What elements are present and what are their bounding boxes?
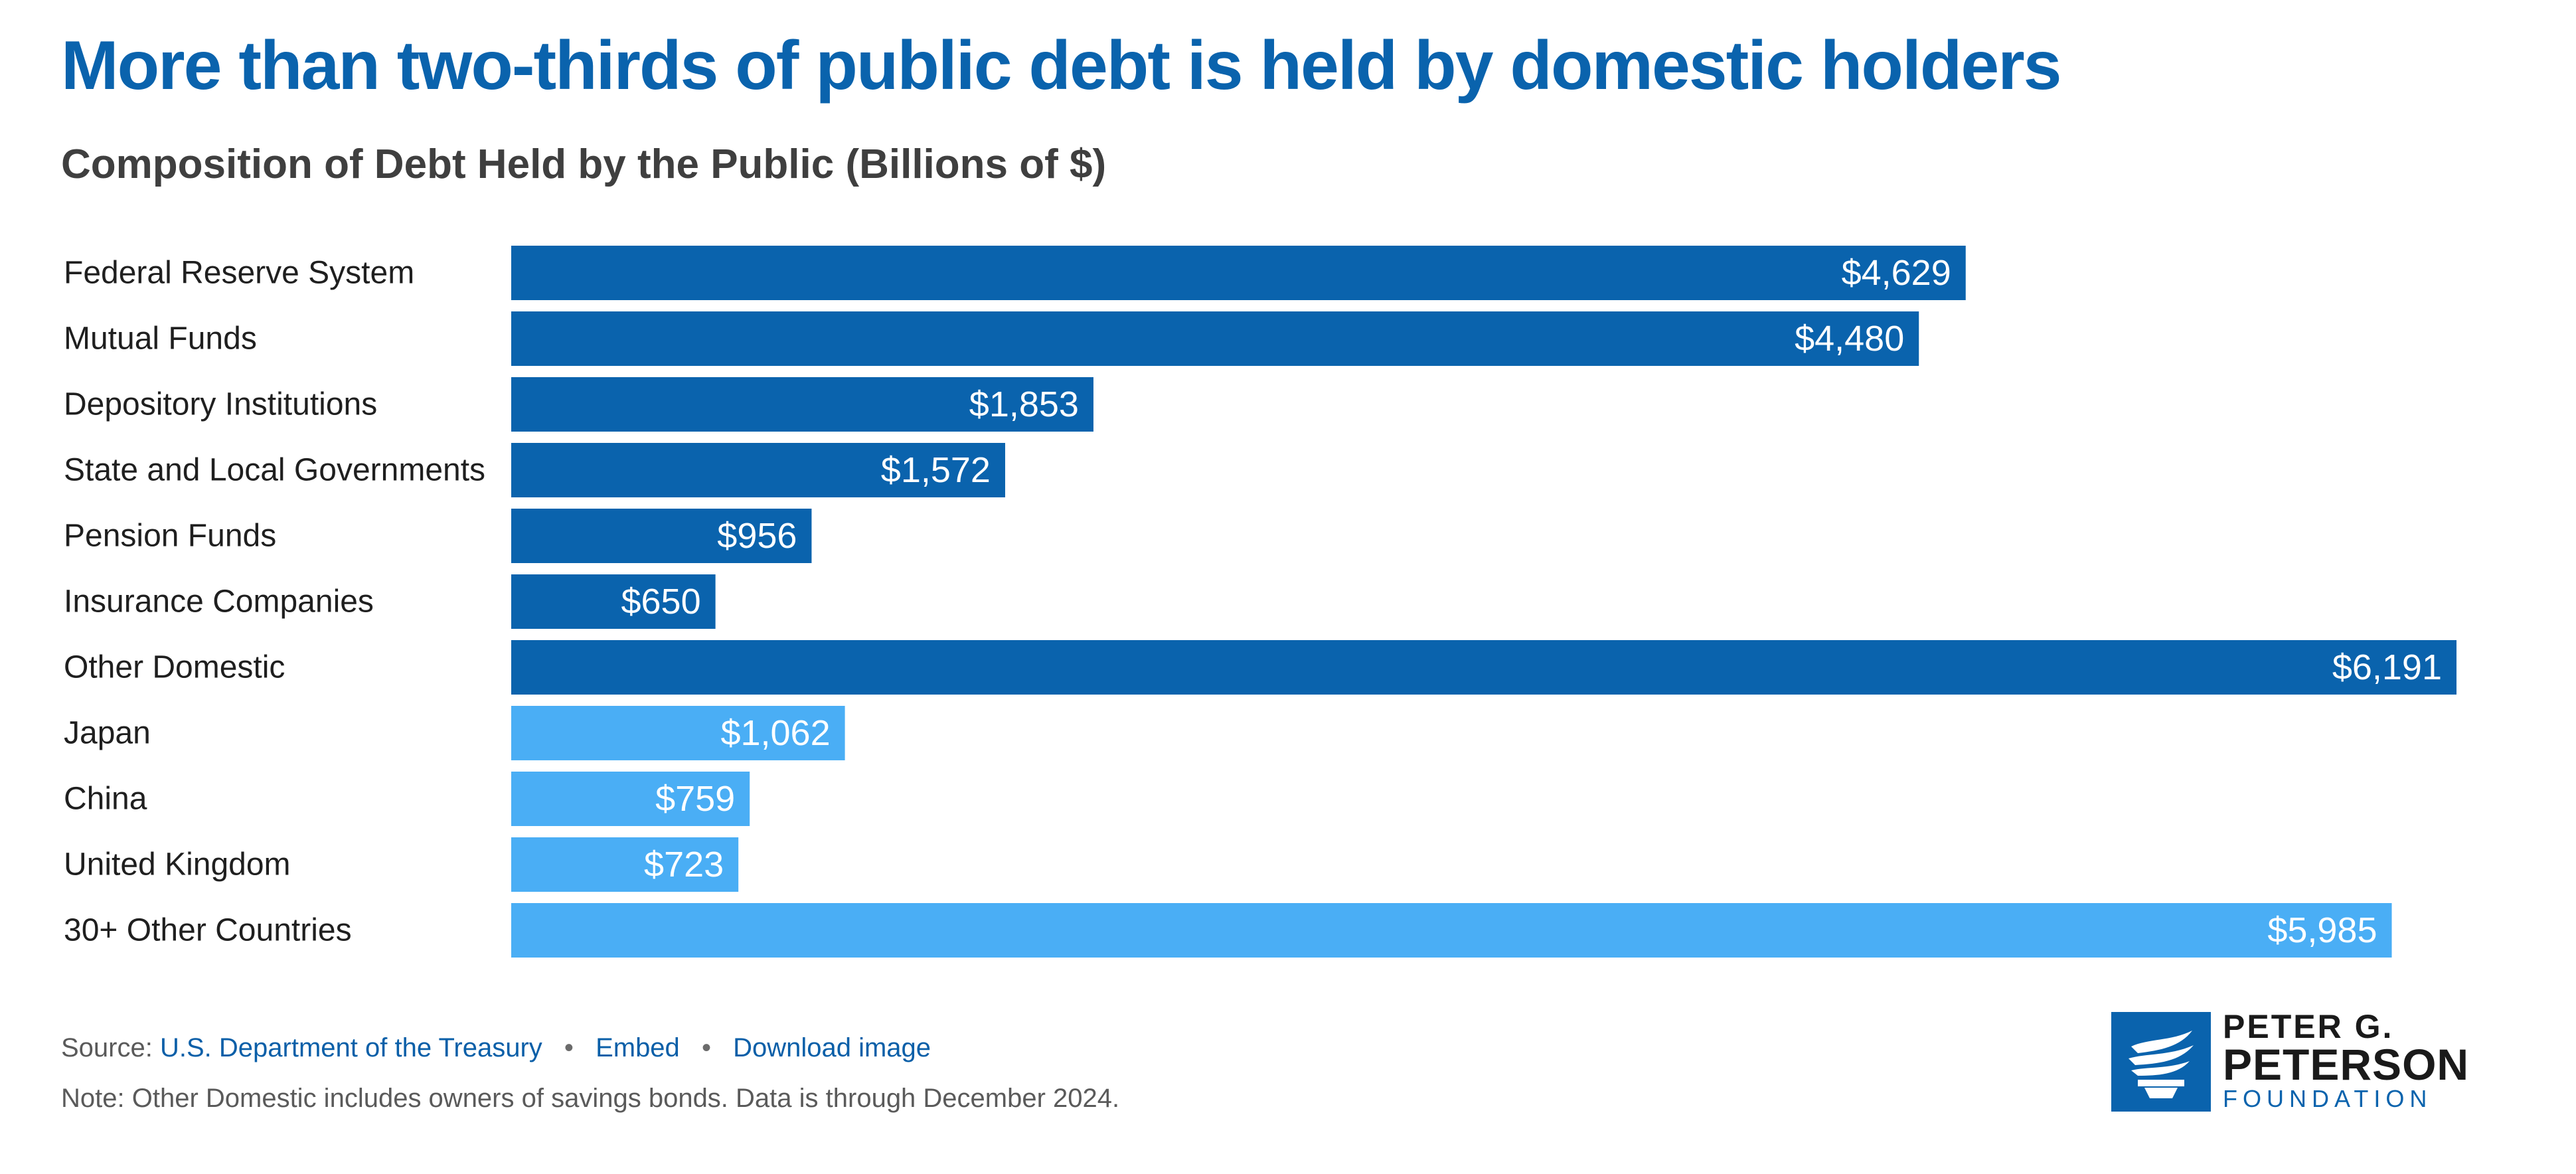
- bar-value-label: $759: [655, 779, 735, 819]
- source-prefix: Source:: [61, 1033, 153, 1062]
- category-label: Federal Reserve System: [64, 256, 414, 291]
- category-label: Insurance Companies: [64, 584, 374, 620]
- category-label: China: [64, 782, 147, 817]
- source-line: Source: U.S. Department of the Treasury …: [61, 1033, 931, 1063]
- logo-line-foundation: FOUNDATION: [2223, 1085, 2433, 1112]
- bar-value-label: $1,853: [969, 384, 1079, 424]
- bar: [511, 311, 1919, 366]
- bar-chart: Federal Reserve System $4,629 Mutual Funds…: [64, 246, 2456, 958]
- category-label: United Kingdom: [64, 847, 291, 882]
- chart-title: More than two-thirds of public debt is h…: [61, 27, 2062, 104]
- bar-value-label: $4,629: [1842, 253, 1951, 293]
- category-label: Pension Funds: [64, 519, 276, 554]
- bar: [511, 377, 1093, 432]
- category-label: Depository Institutions: [64, 387, 377, 422]
- bar-value-label: $1,062: [720, 713, 830, 753]
- peterson-foundation-logo[interactable]: PETER G. PETERSON FOUNDATION: [2111, 1009, 2483, 1116]
- bar-value-label: $723: [644, 845, 724, 884]
- logo-line-peter: PETER G.: [2223, 1008, 2394, 1045]
- bar-value-label: $956: [717, 516, 797, 556]
- bar: [511, 443, 1005, 497]
- source-link[interactable]: U.S. Department of the Treasury: [159, 1033, 542, 1062]
- embed-link[interactable]: Embed: [596, 1033, 680, 1062]
- logo-wordmark: PETER G. PETERSON FOUNDATION: [2223, 1009, 2469, 1113]
- bars-layer: Federal Reserve System $4,629 Mutual Funds…: [64, 246, 2456, 958]
- category-label: Japan: [64, 716, 151, 751]
- category-label: 30+ Other Countries: [64, 913, 352, 948]
- bar-value-label: $5,985: [2267, 910, 2377, 950]
- bar-value-label: $4,480: [1795, 319, 1904, 359]
- separator-dot: •: [701, 1033, 711, 1062]
- bar: [511, 574, 716, 629]
- bar-value-label: $1,572: [881, 450, 991, 490]
- bar-value-label: $6,191: [2332, 647, 2442, 687]
- bar: [511, 509, 812, 563]
- bar: [511, 837, 739, 892]
- bar-value-label: $650: [621, 582, 700, 622]
- bar: [511, 903, 2392, 958]
- torch-logo-icon: [2111, 1012, 2211, 1112]
- chart-subtitle: Composition of Debt Held by the Public (…: [61, 141, 1107, 187]
- bar: [511, 706, 845, 760]
- bar: [511, 772, 750, 826]
- category-label: State and Local Governments: [64, 453, 485, 488]
- bar: [511, 640, 2456, 695]
- separator-dot: •: [564, 1033, 574, 1062]
- download-image-link[interactable]: Download image: [733, 1033, 931, 1062]
- category-label: Other Domestic: [64, 650, 285, 685]
- logo-line-peterson: PETERSON: [2223, 1040, 2470, 1089]
- chart-note: Note: Other Domestic includes owners of …: [61, 1084, 1120, 1113]
- bar: [511, 246, 1966, 300]
- category-label: Mutual Funds: [64, 321, 257, 357]
